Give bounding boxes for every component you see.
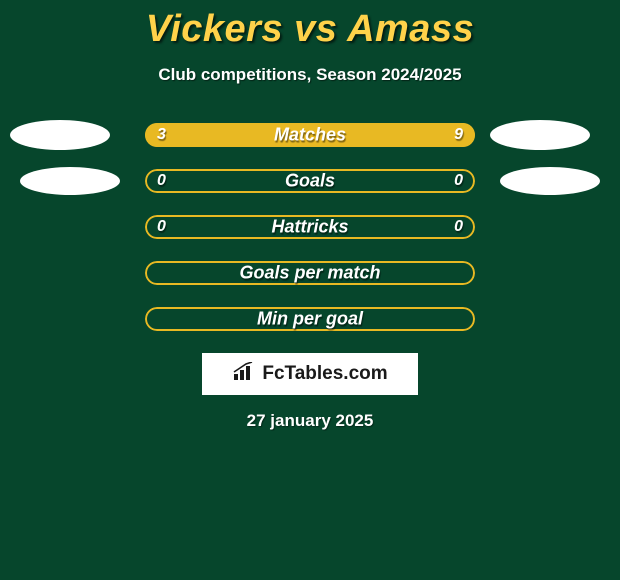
stat-bar: 39Matches (145, 123, 475, 147)
season-subtitle: Club competitions, Season 2024/2025 (0, 65, 620, 85)
stat-bar-border (145, 169, 475, 193)
stat-value-left: 3 (157, 126, 166, 144)
stat-value-right: 9 (454, 126, 463, 144)
bar-chart-icon (232, 362, 256, 387)
stat-value-left: 0 (157, 218, 166, 236)
stat-bar: 0 0Hattricks (145, 215, 475, 239)
stat-label: Hattricks (145, 217, 475, 238)
player-badge-right (500, 167, 600, 195)
player-badge-left (20, 167, 120, 195)
stat-row: 39Matches (0, 123, 620, 147)
stat-bar: Min per goal (145, 307, 475, 331)
stat-row: 0 0Hattricks (0, 215, 620, 239)
stat-value-right: 0 (454, 218, 463, 236)
stat-row: 0 0Goals (0, 169, 620, 193)
stat-label: Goals per match (145, 263, 475, 284)
stat-label: Goals (145, 171, 475, 192)
stat-rows: 39Matches00Goals00HattricksGoals per mat… (0, 123, 620, 331)
stat-bar-border (145, 215, 475, 239)
player-badge-left (10, 120, 110, 150)
brand-text: FcTables.com (262, 363, 387, 385)
stat-value-right: 0 (454, 172, 463, 190)
comparison-title: Vickers vs Amass (0, 8, 620, 51)
stat-bar-border (145, 307, 475, 331)
stat-label: Min per goal (145, 309, 475, 330)
stat-bar: 0 0Goals (145, 169, 475, 193)
content: Vickers vs Amass Club competitions, Seas… (0, 0, 620, 431)
stat-bar-fill-right (221, 123, 475, 147)
player-left-name: Vickers (146, 8, 283, 50)
brand-box[interactable]: FcTables.com (202, 353, 418, 395)
stat-bar-border (145, 261, 475, 285)
stat-value-left: 0 (157, 172, 166, 190)
stat-bar: Goals per match (145, 261, 475, 285)
snapshot-date: 27 january 2025 (0, 411, 620, 431)
stat-row: Goals per match (0, 261, 620, 285)
player-right-name: Amass (347, 8, 474, 50)
vs-separator: vs (283, 8, 347, 50)
stat-row: Min per goal (0, 307, 620, 331)
player-badge-right (490, 120, 590, 150)
